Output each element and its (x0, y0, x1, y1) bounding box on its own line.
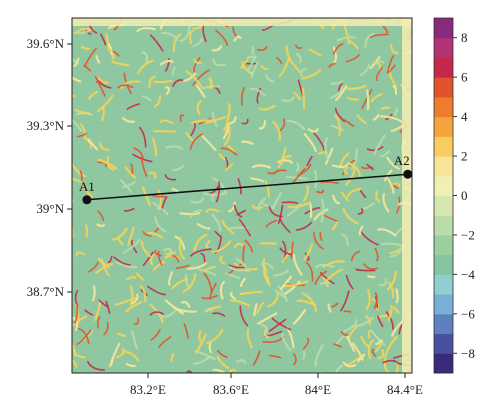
colorbar-tick-label: 2 (461, 149, 468, 164)
colorbar-swatch (434, 77, 453, 97)
lat-tick-label: 39.6°N (27, 36, 65, 51)
colorbar-swatch (434, 294, 453, 314)
lat-tick-label: 39.3°N (27, 118, 65, 133)
map-background (72, 18, 412, 373)
lon-tick-label: 83.2°E (130, 382, 166, 397)
colorbar-swatch (434, 274, 453, 294)
longitude-axis: 83.2°E 83.6°E 84°E 84.4°E (130, 373, 423, 397)
fringe-stroke (180, 213, 199, 214)
fringe-stroke (378, 6, 389, 20)
fringe-stroke (367, 90, 368, 109)
fringe-stroke (397, 290, 398, 303)
colorbar-tick-label: −2 (461, 227, 475, 242)
edge-band-right (402, 18, 412, 373)
colorbar-tick-label: 4 (461, 109, 468, 124)
colorbar-swatch (434, 235, 453, 255)
fringe-stroke (315, 171, 316, 187)
colorbar-swatch (434, 97, 453, 117)
fringe-stroke (155, 81, 172, 82)
colorbar-swatch (434, 353, 453, 373)
latitude-axis: 39.6°N 39.3°N 39°N 38.7°N (27, 36, 72, 299)
fringe-stroke (199, 331, 200, 341)
colorbar-swatch (434, 176, 453, 196)
colorbar-swatch (434, 334, 453, 354)
map-panel (62, 6, 425, 394)
fringe-stroke (303, 89, 304, 109)
fringe-stroke (344, 311, 350, 312)
colorbar-swatch (434, 18, 453, 38)
colorbar: 8 6 4 2 0 −2 −4 −6 −8 (434, 18, 475, 374)
colorbar-swatch (434, 255, 453, 275)
fringe-stroke (210, 344, 211, 353)
colorbar-tick-label: −4 (461, 267, 475, 282)
colorbar-swatch (434, 314, 453, 334)
colorbar-tick-label: −8 (461, 346, 475, 361)
fringe-stroke (382, 108, 390, 109)
fringe-stroke (252, 48, 253, 54)
fringe-stroke (304, 352, 305, 358)
colorbar-swatch (434, 38, 453, 58)
lat-tick-label: 38.7°N (27, 284, 65, 299)
profile-start-point (82, 195, 91, 204)
fringe-stroke (368, 276, 374, 277)
profile-start-label: A1 (79, 179, 95, 194)
edge-band-top (72, 18, 412, 26)
fringe-stroke (369, 331, 370, 338)
lat-tick-label: 39°N (36, 201, 64, 216)
colorbar-tick-label: −6 (461, 306, 475, 321)
colorbar-swatch (434, 196, 453, 216)
colorbar-tick-label: 0 (461, 188, 468, 203)
fringe-stroke (311, 204, 312, 217)
colorbar-swatch (434, 117, 453, 137)
profile-end-point (403, 170, 412, 179)
lon-tick-label: 84.4°E (387, 382, 423, 397)
profile-end-label: A2 (394, 153, 410, 168)
lon-tick-label: 84°E (305, 382, 331, 397)
fringe-stroke (86, 225, 87, 236)
colorbar-tick-label: 6 (461, 70, 468, 85)
lon-tick-label: 83.6°E (213, 382, 249, 397)
colorbar-swatch (434, 156, 453, 176)
colorbar-swatch (434, 57, 453, 77)
colorbar-swatch (434, 215, 453, 235)
colorbar-tick-label: 8 (461, 30, 468, 45)
colorbar-swatches (434, 18, 453, 374)
colorbar-swatch (434, 136, 453, 156)
fringe-stroke (321, 283, 329, 284)
colorbar-ticks: 8 6 4 2 0 −2 −4 −6 −8 (453, 30, 475, 361)
